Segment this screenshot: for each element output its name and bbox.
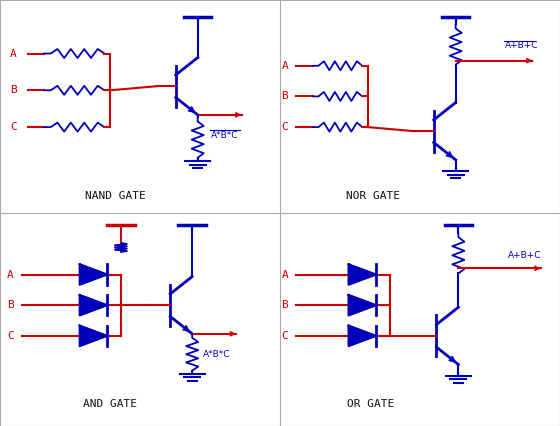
Text: A: A — [282, 61, 288, 71]
Text: A: A — [10, 49, 17, 58]
Text: B: B — [7, 300, 14, 310]
Text: B: B — [10, 85, 17, 95]
Text: B: B — [282, 300, 288, 310]
Text: A: A — [7, 270, 14, 279]
Polygon shape — [348, 295, 376, 315]
Text: OR GATE: OR GATE — [347, 400, 394, 409]
Polygon shape — [80, 264, 107, 285]
Text: A+B+C: A+B+C — [508, 251, 542, 260]
Text: C: C — [10, 122, 17, 132]
Text: A: A — [282, 270, 288, 279]
Polygon shape — [80, 295, 107, 315]
Text: C: C — [282, 122, 288, 132]
Text: C: C — [7, 331, 14, 341]
Text: A*B*C: A*B*C — [203, 350, 231, 359]
Text: NAND GATE: NAND GATE — [85, 191, 146, 201]
Text: AND GATE: AND GATE — [83, 400, 137, 409]
Text: C: C — [282, 331, 288, 341]
Polygon shape — [348, 264, 376, 285]
Polygon shape — [80, 325, 107, 346]
Text: A*B*C: A*B*C — [211, 131, 239, 140]
Text: A+B+C: A+B+C — [505, 41, 539, 50]
Text: NOR GATE: NOR GATE — [346, 191, 400, 201]
Text: B: B — [282, 92, 288, 101]
Polygon shape — [348, 325, 376, 346]
